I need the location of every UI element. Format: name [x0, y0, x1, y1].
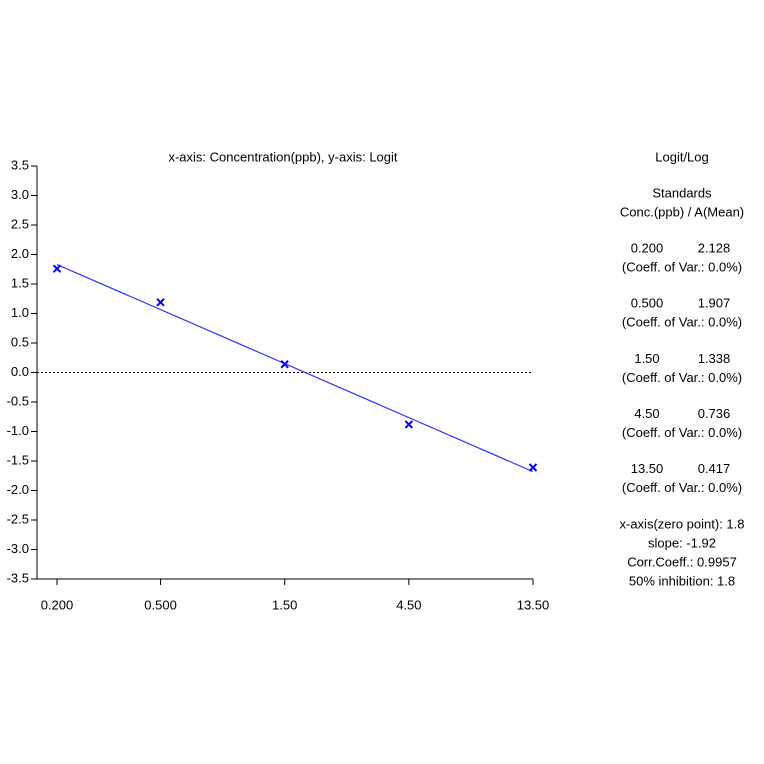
y-tick-label: -3.5	[7, 570, 29, 585]
y-tick-label: -2.5	[7, 511, 29, 526]
y-tick-label: -3.0	[7, 541, 29, 556]
panel-mean: 0.417	[698, 461, 731, 476]
y-tick-label: -2.0	[7, 482, 29, 497]
y-tick-label: 3.0	[11, 187, 29, 202]
y-tick-label: 2.5	[11, 216, 29, 231]
y-tick-label: 3.5	[11, 157, 29, 172]
panel-conc: 1.50	[634, 351, 659, 366]
point	[280, 360, 289, 369]
panel-conc: 13.50	[631, 461, 664, 476]
y-tick-label: 2.0	[11, 246, 29, 261]
panel-conc: 4.50	[634, 406, 659, 421]
panel-cv: (Coeff. of Var.: 0.0%)	[622, 425, 742, 440]
panel-title: Logit/Log	[655, 149, 709, 164]
panel-cv: (Coeff. of Var.: 0.0%)	[622, 315, 742, 330]
panel-cv: (Coeff. of Var.: 0.0%)	[622, 480, 742, 495]
panel-mean: 2.128	[698, 240, 731, 255]
point	[52, 264, 62, 273]
point	[156, 298, 165, 307]
y-tick-label: 1.5	[11, 275, 29, 290]
panel-stat: 50% inhibition: 1.8	[629, 573, 735, 588]
y-tick-label: -1.0	[7, 423, 29, 438]
panel-cv: (Coeff. of Var.: 0.0%)	[622, 370, 742, 385]
panel-conc: 0.200	[631, 240, 664, 255]
panel-subtitle: Standards	[652, 185, 712, 200]
point	[528, 463, 538, 472]
y-tick-label: 0.0	[11, 364, 29, 379]
point	[404, 420, 414, 429]
panel-header: Conc.(ppb) / A(Mean)	[620, 204, 744, 219]
y-tick-label: 0.5	[11, 334, 29, 349]
x-tick-label: 13.50	[517, 597, 550, 612]
x-tick-label: 1.50	[272, 597, 297, 612]
x-tick-label: 4.50	[396, 597, 421, 612]
panel-mean: 1.907	[698, 296, 731, 311]
x-tick-label: 0.200	[41, 597, 74, 612]
panel-conc: 0.500	[631, 296, 664, 311]
panel-stat: Corr.Coeff.: 0.9957	[627, 554, 737, 569]
panel-mean: 0.736	[698, 406, 731, 421]
panel-mean: 1.338	[698, 351, 731, 366]
y-tick-label: -1.5	[7, 452, 29, 467]
y-tick-label: -0.5	[7, 393, 29, 408]
fit-line	[56, 263, 534, 473]
chart-title: x-axis: Concentration(ppb), y-axis: Logi…	[168, 149, 397, 164]
panel-stat: slope: -1.92	[648, 535, 716, 550]
x-tick-label: 0.500	[144, 597, 177, 612]
panel-stat: x-axis(zero point): 1.8	[620, 516, 745, 531]
y-tick-label: 1.0	[11, 305, 29, 320]
panel-cv: (Coeff. of Var.: 0.0%)	[622, 259, 742, 274]
